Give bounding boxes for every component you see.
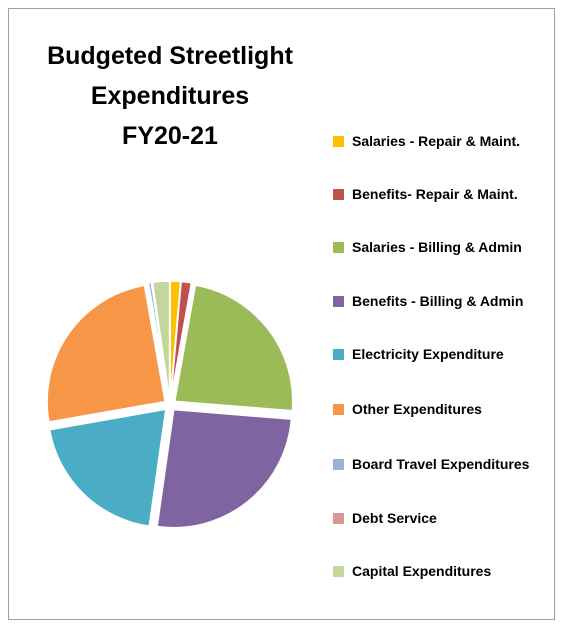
legend-swatch <box>333 404 344 415</box>
legend-label: Salaries - Billing & Admin <box>352 239 522 255</box>
legend-item: Salaries - Repair & Maint. <box>333 130 548 153</box>
legend-item: Benefits- Repair & Maint. <box>333 183 548 206</box>
legend-label: Debt Service <box>352 510 437 526</box>
pie-slice <box>46 284 166 423</box>
pie-slice <box>151 280 171 400</box>
legend-label: Other Expenditures <box>352 401 482 417</box>
chart-frame <box>8 8 555 620</box>
legend-label: Electricity Expenditure <box>352 346 504 362</box>
legend-swatch <box>333 189 344 200</box>
legend-swatch <box>333 136 344 147</box>
pie-slice <box>48 408 167 527</box>
legend-item: Salaries - Billing & Admin <box>333 236 548 259</box>
legend-item: Debt Service <box>333 507 548 530</box>
legend-item: Board Travel Expenditures <box>333 453 548 476</box>
legend-swatch <box>333 349 344 360</box>
legend-item: Capital Expenditures <box>333 560 548 583</box>
legend-item: Benefits - Billing & Admin <box>333 290 548 313</box>
legend-label: Capital Expenditures <box>352 563 492 579</box>
legend-swatch <box>333 513 344 524</box>
legend-swatch <box>333 566 344 577</box>
legend-label: Salaries - Repair & Maint. <box>352 133 521 149</box>
pie-slice <box>173 284 294 412</box>
legend-item: Electricity Expenditure <box>333 343 548 366</box>
pie-slice <box>170 280 193 400</box>
legend-swatch <box>333 242 344 253</box>
legend-swatch <box>333 459 344 470</box>
chart-title: Budgeted Streetlight Expenditures FY20-2… <box>47 42 293 150</box>
legend-swatch <box>333 296 344 307</box>
pie-slice <box>156 408 293 529</box>
legend-label: Benefits- Repair & Maint. <box>352 186 518 202</box>
legend-item: Other Expenditures <box>333 398 548 421</box>
legend-label: Benefits - Billing & Admin <box>352 293 524 309</box>
legend-label: Board Travel Expenditures <box>352 456 530 472</box>
